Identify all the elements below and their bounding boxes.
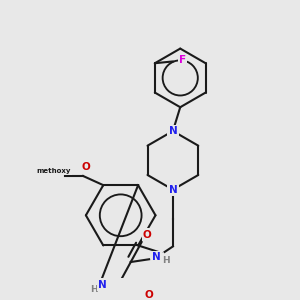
Text: F: F <box>179 56 186 65</box>
Text: H: H <box>162 256 170 265</box>
Text: N: N <box>169 185 177 195</box>
Text: N: N <box>169 126 177 136</box>
Text: O: O <box>82 162 90 172</box>
Text: N: N <box>152 252 161 262</box>
Text: H: H <box>90 285 98 294</box>
Text: O: O <box>145 290 154 300</box>
Text: methoxy: methoxy <box>37 168 71 174</box>
Text: N: N <box>98 280 107 290</box>
Text: O: O <box>143 230 152 239</box>
